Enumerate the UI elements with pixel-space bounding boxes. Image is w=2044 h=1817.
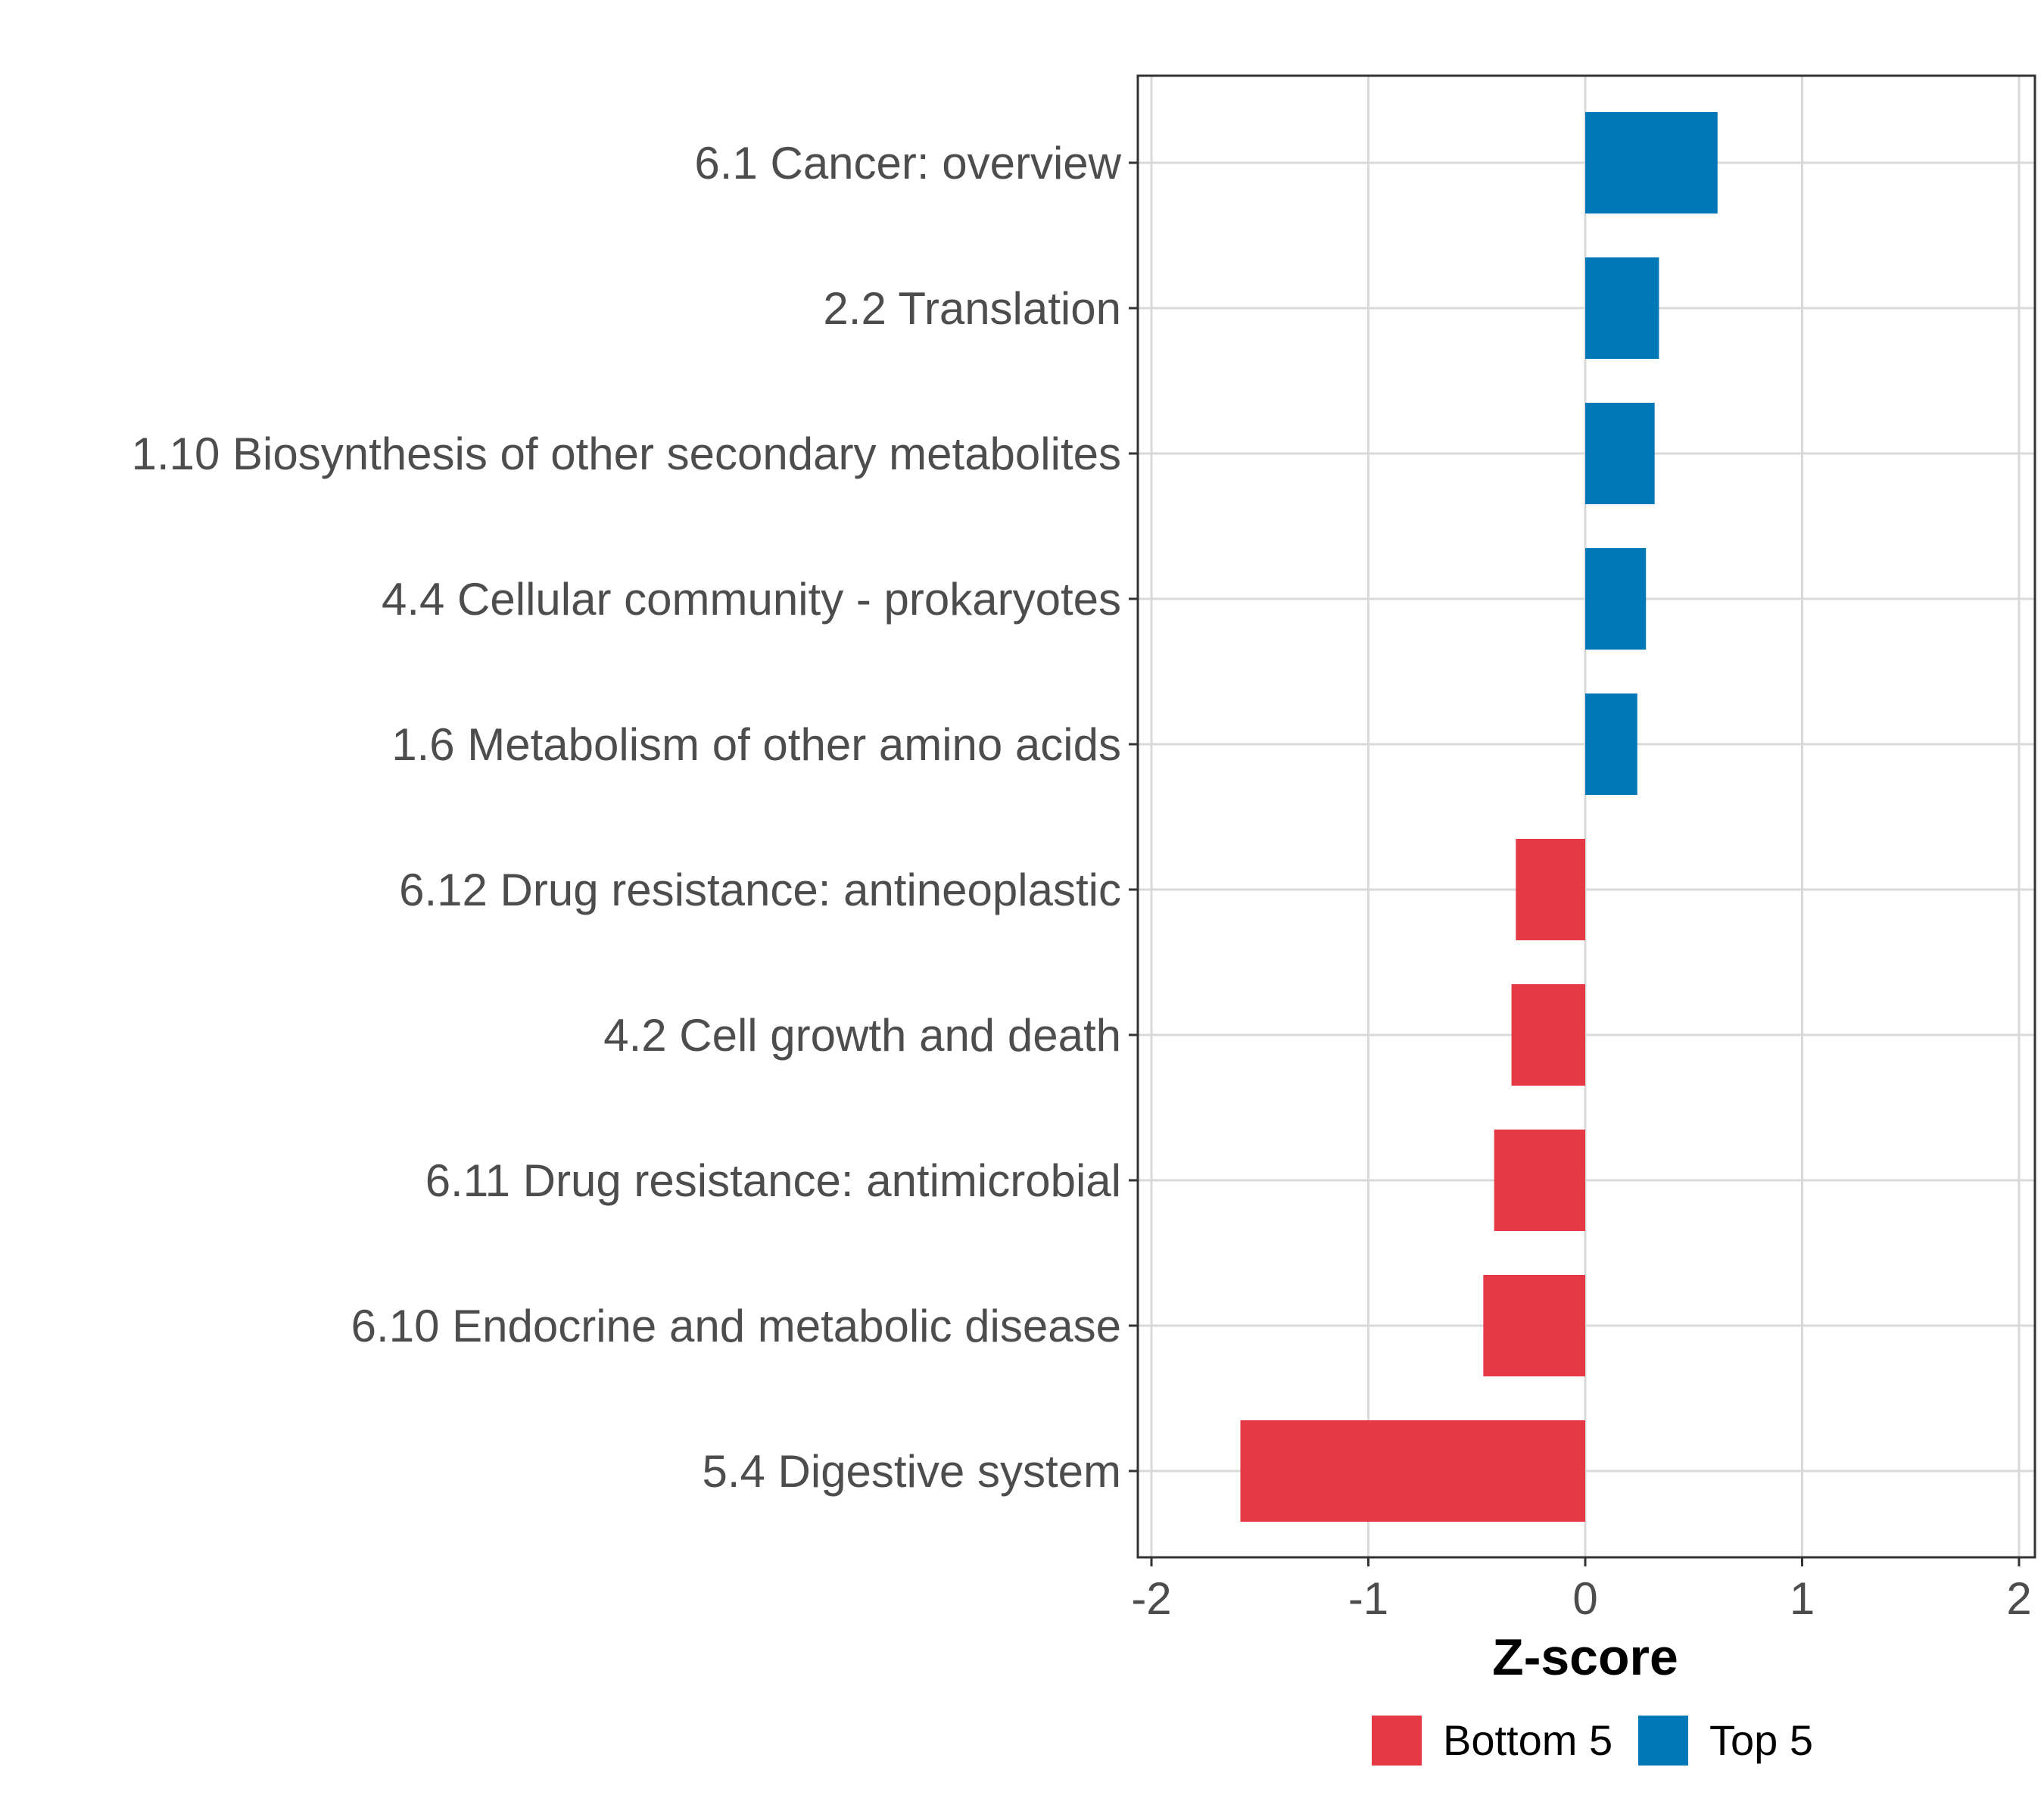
legend-swatch	[1638, 1716, 1688, 1766]
bar-bottom	[1511, 984, 1585, 1086]
x-axis: -2 -1 0 1 2	[1131, 1557, 2032, 1624]
x-tick-label: 0	[1572, 1573, 1597, 1624]
legend-label: Top 5	[1709, 1716, 1813, 1764]
x-tick-label: 1	[1790, 1573, 1815, 1624]
category-label: 1.6 Metabolism of other amino acids	[391, 719, 1121, 770]
x-axis-title: Z-score	[1492, 1628, 1678, 1686]
category-label: 6.1 Cancer: overview	[694, 138, 1121, 189]
bar-bottom	[1240, 1420, 1585, 1522]
bar-bottom	[1483, 1275, 1585, 1376]
bar-top	[1585, 693, 1637, 795]
category-label: 2.2 Translation	[823, 283, 1121, 334]
legend: Bottom 5 Top 5	[1372, 1716, 1813, 1766]
x-tick-label: -2	[1131, 1573, 1171, 1624]
bar-top	[1585, 257, 1659, 359]
bar-top	[1585, 112, 1718, 213]
category-label: 5.4 Digestive system	[702, 1446, 1121, 1497]
legend-swatch	[1372, 1716, 1422, 1766]
category-label: 4.2 Cell growth and death	[603, 1010, 1121, 1061]
category-label: 1.10 Biosynthesis of other secondary met…	[132, 429, 1121, 479]
category-label: 6.11 Drug resistance: antimicrobial	[425, 1155, 1121, 1206]
category-label: 6.10 Endocrine and metabolic disease	[351, 1301, 1121, 1351]
bar-bottom	[1494, 1130, 1585, 1231]
bar-bottom	[1516, 839, 1585, 940]
x-tick-label: -1	[1348, 1573, 1388, 1624]
y-axis: 6.1 Cancer: overview 2.2 Translation 1.10 …	[132, 138, 1138, 1497]
bar-top	[1585, 403, 1655, 504]
bars	[1240, 112, 1718, 1522]
bar-top	[1585, 548, 1647, 650]
legend-label: Bottom 5	[1443, 1716, 1612, 1764]
x-tick-label: 2	[2006, 1573, 2031, 1624]
category-label: 6.12 Drug resistance: antineoplastic	[399, 865, 1121, 915]
category-label: 4.4 Cellular community - prokaryotes	[382, 574, 1121, 625]
